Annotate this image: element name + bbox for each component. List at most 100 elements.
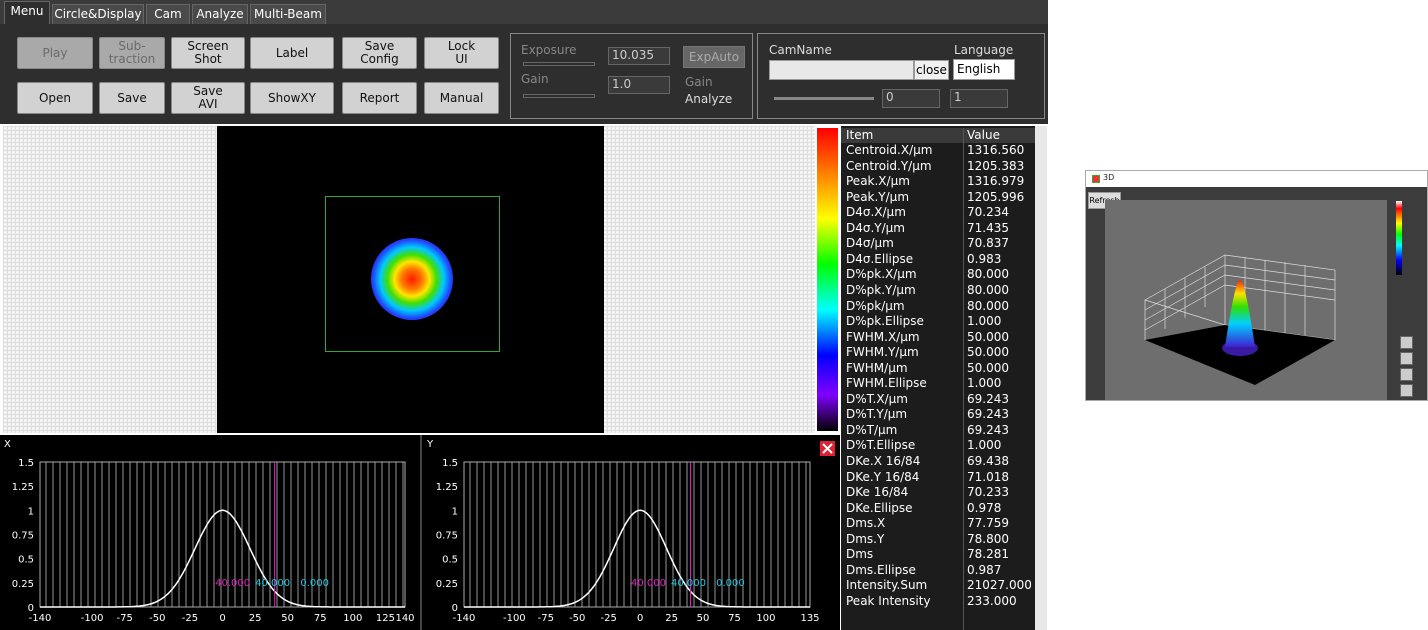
beam-image [217, 126, 604, 433]
button[interactable]: Open [17, 82, 93, 114]
window-3d: 3DRefresh [1085, 170, 1428, 401]
y-tick-label: 0.75 [436, 531, 458, 542]
title-bar [1086, 171, 1427, 187]
button[interactable]: Save [99, 82, 165, 114]
tab[interactable]: Menu [4, 1, 50, 24]
tab[interactable]: Analyze [192, 4, 248, 24]
button-label: Open [39, 92, 71, 105]
table-cell: 1.000 [967, 314, 1001, 328]
button-label: UI [455, 53, 467, 66]
button-label: Save [117, 92, 146, 105]
x-tick-label: 140 [395, 613, 414, 624]
button-label: AVI [198, 98, 217, 111]
table-cell: 50.000 [967, 330, 1009, 344]
exposure-field: 10.035 [608, 47, 670, 65]
marker-label: 40.000 [215, 578, 250, 589]
table-cell: D%pk.X/μm [846, 267, 917, 281]
table-cell: Intensity.Sum [846, 578, 927, 592]
table-cell: Dms.Ellipse [846, 563, 916, 577]
table-cell: 1205.383 [967, 159, 1024, 173]
table-cell: 69.243 [967, 423, 1009, 437]
table-cell: 69.438 [967, 454, 1009, 468]
table-cell: D%pk/μm [846, 299, 905, 313]
table-cell: 71.018 [967, 470, 1009, 484]
table-cell: FWHM.Y/μm [846, 345, 919, 359]
x-tick-label: -140 [29, 613, 52, 624]
gain-label: Gain [521, 72, 549, 86]
image-view [3, 126, 815, 433]
tab[interactable]: Circle&Display [52, 4, 144, 24]
slider [523, 94, 595, 98]
slider [774, 97, 874, 100]
tool-icon[interactable] [1400, 352, 1413, 365]
table-cell: Centroid.X/μm [846, 143, 932, 157]
table-cell: DKe 16/84 [846, 485, 908, 499]
camname-field[interactable] [769, 60, 914, 80]
y-tick-label: 0.5 [18, 555, 34, 566]
table-cell: FWHM.X/μm [846, 330, 920, 344]
y-tick-label: 0.25 [436, 579, 458, 590]
table-cell: 78.281 [967, 547, 1009, 561]
y-tick-label: 1 [28, 506, 34, 517]
button[interactable]: Label [250, 37, 334, 69]
button[interactable]: SaveConfig [342, 37, 417, 69]
camname-panel: CamNameLanguagecloseEnglish01 [757, 33, 1045, 119]
marker-label: 40.000 [671, 578, 706, 589]
header-cell: Value [967, 128, 1000, 142]
table-cell: 0.987 [967, 563, 1001, 577]
language-select[interactable]: English [953, 59, 1015, 80]
gain-checkbox[interactable]: Gain [685, 75, 713, 89]
button-label: Manual [440, 92, 484, 105]
table-cell: 1.000 [967, 438, 1001, 452]
button[interactable]: Play [17, 37, 93, 69]
table-cell: 69.243 [967, 392, 1009, 406]
profile-plots: X1.51.2510.750.50.250-140-100-75-50-2502… [0, 435, 840, 630]
y-tick-label: 0.75 [12, 531, 34, 542]
table-cell: D4σ/μm [846, 236, 894, 250]
table-cell: 69.243 [967, 407, 1009, 421]
x-tick-label: 125 [376, 613, 395, 624]
close-button[interactable]: close [914, 60, 949, 80]
y-tick-label: 1.25 [436, 482, 458, 493]
button[interactable]: ShowXY [250, 82, 334, 114]
button[interactable]: Manual [424, 82, 499, 114]
button[interactable]: SaveAVI [171, 82, 245, 114]
button-label: ShowXY [268, 92, 316, 105]
table-cell: 77.759 [967, 516, 1009, 530]
table-cell: D%T.X/μm [846, 392, 908, 406]
color-scale-3d [1396, 201, 1402, 275]
table-cell: D4σ.Ellipse [846, 252, 913, 266]
expauto-button[interactable]: ExpAuto [683, 46, 745, 68]
table-cell: 1.000 [967, 376, 1001, 390]
tool-icon[interactable] [1400, 336, 1413, 349]
analyze-checkbox[interactable]: Analyze [685, 92, 732, 106]
exposure-label: Exposure [521, 43, 577, 57]
table-cell: D%pk.Y/μm [846, 283, 916, 297]
tool-icon[interactable] [1400, 384, 1413, 397]
button[interactable]: Report [342, 82, 417, 114]
tab[interactable]: Cam [146, 4, 190, 24]
x-tick-label: 135 [800, 613, 819, 624]
results-table: ItemValueCentroid.X/μm1316.560Centroid.Y… [841, 126, 1047, 630]
table-cell: Peak.X/μm [846, 174, 910, 188]
y-tick-label: 1.5 [442, 458, 458, 469]
x-tick-label: -25 [182, 613, 198, 624]
table-cell: Peak.Y/μm [846, 190, 909, 204]
button[interactable]: LockUI [424, 37, 499, 69]
tab[interactable]: Multi-Beam [250, 4, 326, 24]
table-cell: 78.800 [967, 532, 1009, 546]
table-cell: DKe.Ellipse [846, 501, 913, 515]
scrollbar [1035, 126, 1047, 630]
x-tick-label: 50 [281, 613, 294, 624]
tool-icon[interactable] [1400, 368, 1413, 381]
button[interactable]: ScreenShot [171, 37, 245, 69]
field: 1 [950, 89, 1008, 108]
marker-label: 0.000 [300, 578, 329, 589]
table-cell: 70.233 [967, 485, 1009, 499]
table-cell: 70.234 [967, 205, 1009, 219]
table-cell: 233.000 [967, 594, 1017, 608]
button-label: Play [42, 47, 67, 60]
table-cell: 0.978 [967, 501, 1001, 515]
button[interactable]: Sub-traction [99, 37, 165, 69]
